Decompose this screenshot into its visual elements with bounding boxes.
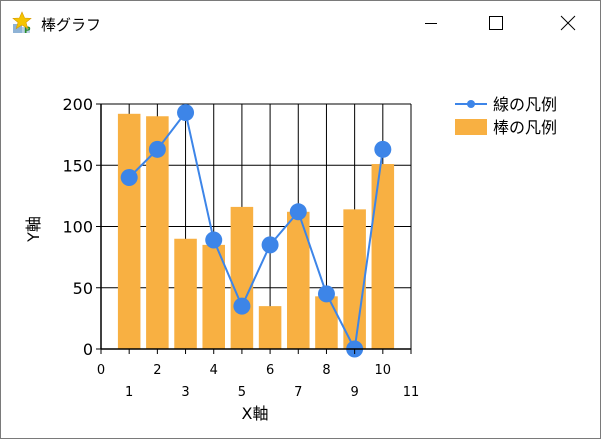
x-tick-label: 2 bbox=[153, 363, 161, 378]
axes bbox=[96, 103, 412, 354]
minimize-button[interactable] bbox=[408, 1, 454, 45]
bar bbox=[230, 206, 254, 349]
x-axis-label: X軸 bbox=[242, 404, 269, 423]
legend-label-bar: 棒の凡例 bbox=[493, 118, 557, 137]
svg-text:P: P bbox=[24, 26, 31, 35]
line-point bbox=[148, 140, 166, 158]
close-icon bbox=[560, 15, 576, 31]
close-button[interactable] bbox=[545, 1, 591, 45]
line-point bbox=[205, 231, 223, 249]
line-point bbox=[317, 285, 335, 303]
line-point bbox=[374, 140, 392, 158]
maximize-button[interactable] bbox=[472, 1, 518, 45]
x-tick-label: 3 bbox=[181, 385, 189, 400]
x-tick-label: 6 bbox=[266, 363, 274, 378]
y-tick-label: 150 bbox=[62, 156, 93, 175]
app-star-icon: P bbox=[12, 11, 32, 35]
y-axis-label: Y軸 bbox=[24, 216, 43, 243]
bar bbox=[315, 296, 338, 349]
legend-label-line: 線の凡例 bbox=[493, 95, 557, 114]
y-tick-label: 200 bbox=[62, 95, 93, 114]
x-tick-label: 11 bbox=[403, 385, 420, 400]
x-tick-label: 7 bbox=[294, 385, 302, 400]
window-title: 棒グラフ bbox=[41, 16, 102, 34]
tick-labels: 0 50 100 150 200 0 2 4 6 8 10 1 3 5 7 9 11 bbox=[62, 95, 419, 400]
series-line bbox=[128, 110, 384, 353]
line-point bbox=[120, 169, 138, 186]
x-tick-label: 10 bbox=[375, 363, 392, 378]
line-point bbox=[289, 203, 307, 221]
line-point bbox=[177, 104, 195, 122]
line-point bbox=[261, 236, 279, 254]
x-tick-label: 9 bbox=[350, 385, 358, 400]
bar bbox=[146, 116, 169, 349]
bar bbox=[343, 209, 366, 349]
x-tick-label: 0 bbox=[97, 363, 105, 378]
bar bbox=[202, 244, 225, 349]
minimize-icon bbox=[425, 23, 437, 24]
bar bbox=[371, 164, 395, 349]
x-tick-label: 5 bbox=[238, 385, 246, 400]
legend-item-bar: 棒の凡例 bbox=[455, 118, 557, 137]
bar bbox=[117, 113, 141, 349]
line-point bbox=[233, 297, 251, 315]
legend: 線の凡例 棒の凡例 bbox=[455, 95, 557, 137]
y-tick-label: 100 bbox=[62, 218, 93, 237]
y-tick-label: 50 bbox=[73, 279, 93, 298]
y-tick-label: 0 bbox=[83, 340, 93, 359]
x-tick-label: 1 bbox=[125, 385, 133, 400]
x-tick-label: 4 bbox=[210, 363, 218, 378]
legend-item-line: 線の凡例 bbox=[455, 95, 557, 114]
x-tick-label: 8 bbox=[322, 363, 330, 378]
bar bbox=[174, 238, 197, 349]
bar bbox=[258, 306, 282, 349]
title-bar[interactable]: P 棒グラフ bbox=[1, 1, 600, 45]
bar bbox=[287, 211, 310, 349]
maximize-icon bbox=[489, 16, 503, 30]
